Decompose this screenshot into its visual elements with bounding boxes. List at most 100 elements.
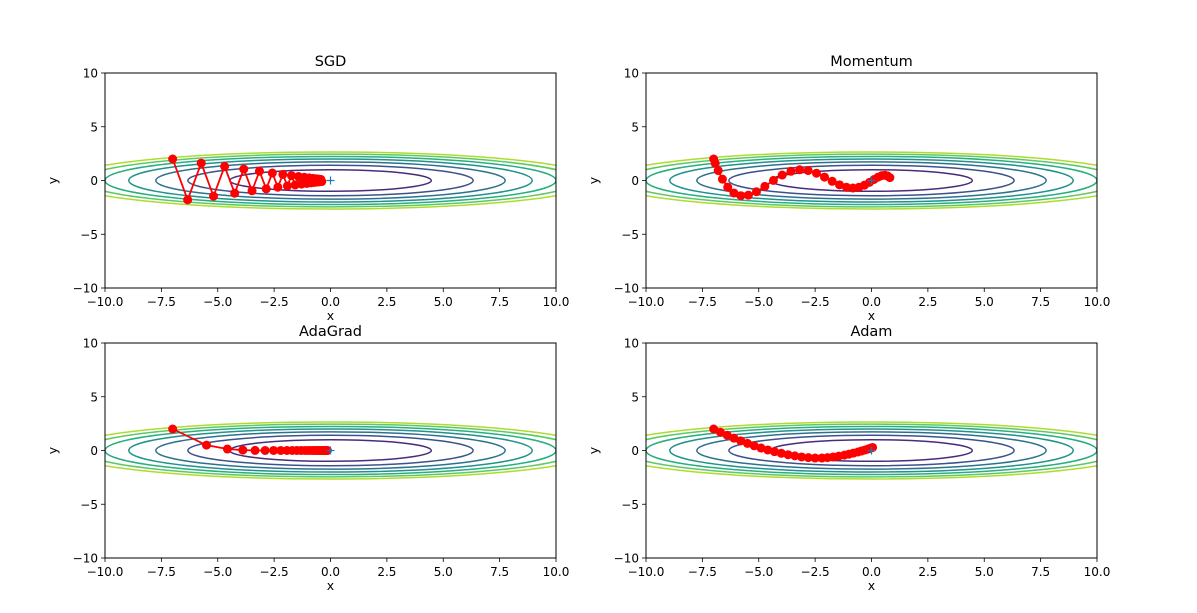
contour-line-level-6 — [646, 423, 1097, 478]
path-point — [770, 447, 780, 457]
contour-line-level-4 — [669, 158, 1074, 203]
path-point — [239, 164, 249, 174]
path-point — [736, 436, 746, 446]
contour-line-level-7 — [105, 421, 556, 480]
x-tick-label: 10.0 — [543, 565, 570, 579]
x-tick-label: 5.0 — [434, 295, 453, 309]
contour-line-level-2 — [728, 434, 1015, 467]
path-point — [729, 188, 739, 198]
y-tick-label: 5 — [90, 120, 98, 134]
x-tick-label: −2.5 — [260, 295, 289, 309]
path-point — [286, 171, 296, 181]
x-tick-label: 10.0 — [1084, 295, 1111, 309]
path-point — [820, 172, 830, 182]
path-point — [722, 430, 732, 440]
path-point — [795, 165, 805, 175]
x-tick-label: 5.0 — [434, 565, 453, 579]
x-tick-label: 7.5 — [490, 295, 509, 309]
x-tick-label: 10.0 — [1084, 565, 1111, 579]
path-point — [317, 177, 327, 187]
y-tick-label: −10 — [73, 552, 98, 566]
y-axis-label: y — [45, 176, 60, 184]
path-point — [743, 190, 753, 200]
x-tick-label: −7.5 — [688, 565, 717, 579]
minimum-plus-marker — [867, 446, 876, 455]
x-tick-label: −2.5 — [801, 295, 830, 309]
contour-line-level-5 — [646, 425, 1097, 476]
subplot-title: AdaGrad — [299, 324, 362, 340]
contour-line-level-3 — [155, 431, 506, 470]
y-tick-label: −5 — [621, 228, 639, 242]
subplot-title: SGD — [315, 54, 347, 70]
x-tick-label: 0.0 — [862, 295, 881, 309]
path-point — [715, 427, 725, 437]
x-tick-label: 5.0 — [975, 565, 994, 579]
y-tick-label: 5 — [631, 120, 639, 134]
x-tick-label: 5.0 — [975, 295, 994, 309]
x-axis-label: x — [327, 308, 334, 323]
subplot-title: Momentum — [830, 54, 913, 70]
y-tick-label: −5 — [80, 228, 98, 242]
path-point — [168, 424, 178, 434]
contour-line-level-2 — [187, 164, 474, 197]
path-point — [222, 444, 232, 454]
path-point — [783, 450, 793, 460]
path-point — [168, 154, 178, 164]
y-tick-label: 0 — [90, 174, 98, 188]
x-tick-label: 2.5 — [377, 295, 396, 309]
y-tick-label: −5 — [80, 498, 98, 512]
x-tick-label: −10.0 — [628, 295, 665, 309]
path-point — [273, 182, 283, 192]
x-tick-label: −5.0 — [203, 295, 232, 309]
path-point — [729, 433, 739, 443]
path-point — [196, 158, 206, 168]
path-point — [717, 174, 727, 184]
path-point — [760, 181, 770, 191]
contour-line-level-7 — [646, 151, 1097, 210]
x-tick-label: 7.5 — [1031, 565, 1050, 579]
contour-line-level-4 — [128, 158, 533, 203]
path-point — [810, 453, 820, 463]
y-tick-label: 0 — [631, 444, 639, 458]
subplot-sgd: −10.0 −7.5 −5.0 −2.5 0.0 2.5 5.0 7.5 10.0 −10 −5 0 5… — [45, 54, 569, 323]
path-point — [269, 445, 279, 455]
path-point — [885, 173, 895, 183]
path-point — [790, 451, 800, 461]
y-tick-label: 5 — [90, 390, 98, 404]
path-point — [797, 452, 807, 462]
contour-plot — [105, 151, 556, 210]
y-tick-label: 5 — [631, 390, 639, 404]
minimum-plus-marker — [326, 176, 335, 185]
x-tick-label: −7.5 — [147, 295, 176, 309]
path-point — [709, 424, 719, 434]
contour-line-level-4 — [669, 428, 1074, 473]
y-tick-label: −5 — [621, 498, 639, 512]
y-tick-label: 10 — [624, 337, 639, 351]
path-point — [763, 445, 773, 455]
y-tick-label: −10 — [614, 552, 639, 566]
x-tick-label: −5.0 — [744, 295, 773, 309]
subplot-adagrad: −10.0 −7.5 −5.0 −2.5 0.0 2.5 5.0 7.5 10.0 −10 −5 0 5… — [45, 324, 570, 593]
path-point — [230, 188, 240, 198]
contour-plot — [105, 421, 556, 480]
y-tick-label: 10 — [624, 67, 639, 81]
path-point — [751, 187, 761, 197]
x-tick-label: −2.5 — [801, 565, 830, 579]
path-point — [282, 181, 292, 191]
x-tick-label: 0.0 — [321, 565, 340, 579]
path-point — [261, 184, 271, 194]
subplot-adam: −10.0 −7.5 −5.0 −2.5 0.0 2.5 5.0 7.5 10.0 −10 −5 0 5… — [586, 324, 1111, 593]
path-point — [827, 176, 837, 186]
x-tick-label: 7.5 — [1031, 295, 1050, 309]
path-point — [183, 195, 193, 205]
contour-plot — [646, 421, 1097, 480]
contour-line-level-3 — [696, 161, 1047, 200]
y-axis-label: y — [586, 446, 601, 454]
x-tick-label: 2.5 — [377, 565, 396, 579]
path-point — [768, 175, 778, 185]
path-point — [868, 442, 878, 452]
path-point — [260, 445, 270, 455]
y-tick-label: 0 — [90, 444, 98, 458]
x-tick-label: −2.5 — [260, 565, 289, 579]
